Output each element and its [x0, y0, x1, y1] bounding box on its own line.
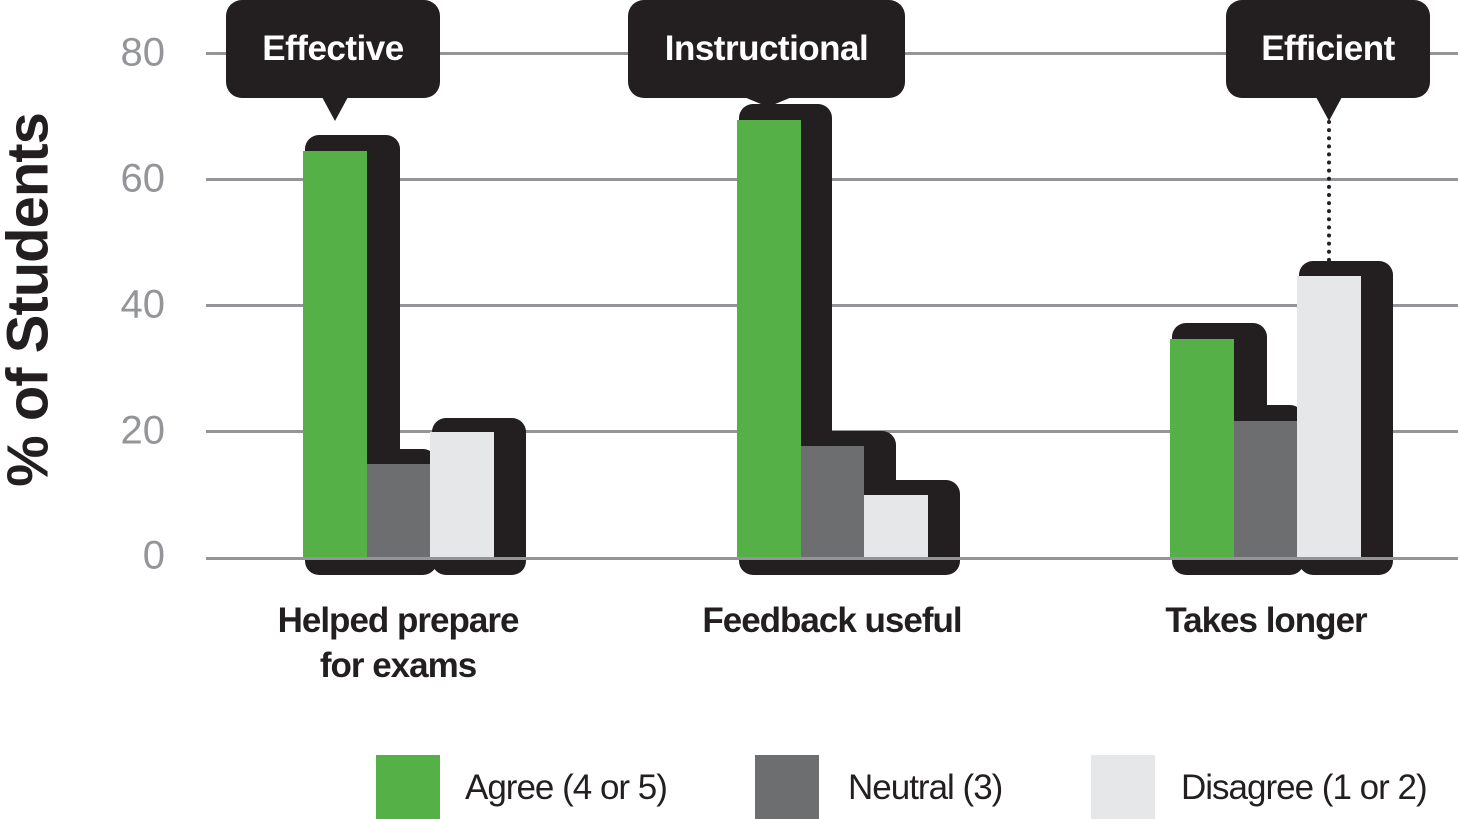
callout-effective: Effective: [226, 0, 440, 98]
category-label-line: Feedback useful: [702, 601, 962, 640]
y-tick-80: 80: [120, 30, 166, 75]
callout-efficient: Efficient: [1226, 0, 1430, 98]
y-axis-label-container: % of Students: [0, 0, 61, 600]
gridline-0: [206, 557, 1458, 560]
legend-swatch-neutral: [755, 755, 819, 819]
bar-neutral-helped-prepare: [367, 464, 430, 558]
bar-agree-helped-prepare: [303, 151, 367, 558]
callout-pointer: [744, 97, 792, 107]
bar-neutral-takes-longer: [1234, 421, 1297, 558]
y-axis-label: % of Students: [0, 113, 61, 487]
category-label-line: Takes longer: [1165, 601, 1367, 640]
category-label-feedback-useful: Feedback useful: [702, 598, 962, 643]
callout-effective-text: Effective: [262, 29, 404, 68]
callout-pointer: [1316, 97, 1342, 121]
y-tick-40: 40: [120, 282, 166, 327]
callout-instructional: Instructional: [628, 0, 905, 98]
category-label-helped-prepare: Helped prepare for exams: [277, 598, 520, 688]
bar-agree-takes-longer: [1170, 339, 1234, 558]
callout-pointer: [322, 97, 348, 121]
category-label-line: Helped prepare: [277, 601, 520, 640]
gridline-60: [206, 178, 1458, 181]
y-tick-20: 20: [120, 408, 166, 453]
callout-instructional-text: Instructional: [664, 29, 869, 68]
callout-dotted-leader: [1327, 120, 1331, 262]
bar-agree-feedback-useful: [737, 120, 801, 558]
legend-label-agree: Agree (4 or 5): [465, 768, 668, 807]
legend-swatch-disagree: [1091, 755, 1155, 819]
bar-disagree-takes-longer: [1297, 276, 1361, 558]
category-label-line: for exams: [319, 646, 477, 685]
bar-neutral-feedback-useful: [801, 446, 864, 558]
gridline-40: [206, 304, 1458, 307]
legend-label-disagree: Disagree (1 or 2): [1181, 768, 1428, 807]
legend-swatch-agree: [376, 755, 440, 819]
y-tick-60: 60: [120, 156, 166, 201]
y-tick-0: 0: [142, 533, 165, 578]
bar-disagree-feedback-useful: [864, 495, 928, 558]
legend-label-neutral: Neutral (3): [848, 768, 1003, 807]
category-label-takes-longer: Takes longer: [1165, 598, 1367, 643]
bar-disagree-helped-prepare: [430, 432, 494, 558]
callout-efficient-text: Efficient: [1261, 29, 1395, 68]
